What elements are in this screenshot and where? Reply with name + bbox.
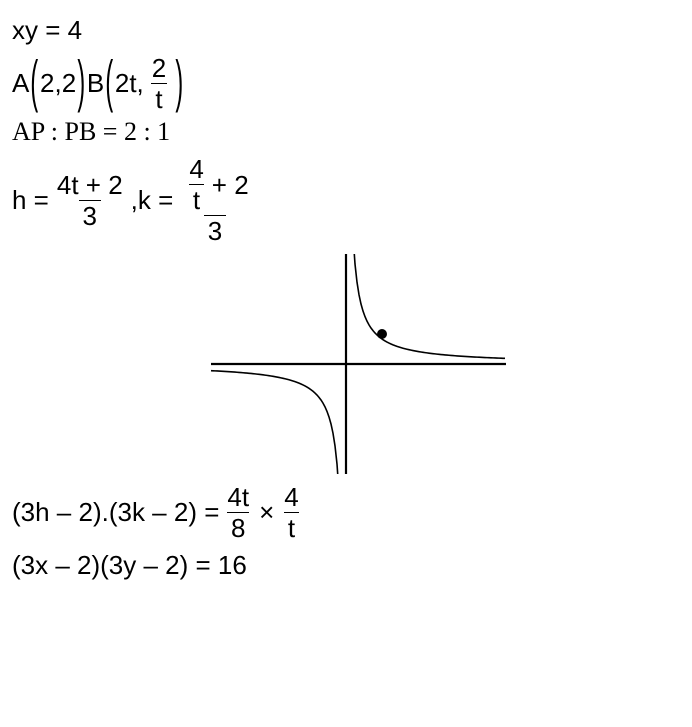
ratio-line: AP : PB = 2 : 1	[12, 118, 680, 147]
eq5-lhs2: (3k – 2) =	[109, 498, 220, 527]
eq5-times: ×	[259, 498, 274, 527]
k-equals: k =	[138, 186, 173, 215]
k-inner-num: 4	[185, 156, 207, 184]
ratio-text: AP : PB = 2 : 1	[12, 118, 170, 147]
eq6-line: (3x – 2)(3y – 2) = 16	[12, 551, 680, 580]
equation-xy: xy = 4	[12, 16, 680, 45]
points-line: A ( 2,2 ) B ( 2t, 2 t )	[12, 55, 680, 112]
eq5-frac2: 4 t	[280, 484, 302, 541]
k-inner-fraction: 4 t	[185, 156, 207, 213]
hyperbola-chart	[208, 254, 508, 474]
eq5-frac1: 4t 8	[223, 484, 253, 541]
B-fraction: 2 t	[148, 55, 170, 112]
eq5-r2-num: 4	[280, 484, 302, 512]
eq5-line: (3h – 2) . (3k – 2) = 4t 8 × 4 t	[12, 484, 680, 541]
h-num: 4t + 2	[53, 172, 127, 200]
h-den: 3	[79, 200, 101, 229]
B-frac-num: 2	[148, 55, 170, 83]
A-label: A	[12, 69, 29, 98]
A-values: 2,2	[40, 69, 76, 98]
B-label: B	[87, 69, 104, 98]
hk-comma: ,	[131, 186, 138, 215]
k-outer-fraction: 4 t + 2 3	[177, 156, 252, 244]
B-open-paren: (	[106, 50, 114, 113]
hyperbola-chart-container	[12, 254, 692, 474]
B-close-paren: )	[176, 50, 184, 113]
B-frac-den: t	[151, 83, 166, 112]
k-inner-den: t	[189, 184, 204, 213]
eq5-r1-num: 4t	[223, 484, 253, 512]
h-fraction: 4t + 2 3	[53, 172, 127, 229]
k-plus-two: + 2	[212, 172, 249, 198]
eq5-dot: .	[102, 498, 109, 527]
h-equals: h =	[12, 186, 49, 215]
eq1-text: xy = 4	[12, 16, 82, 45]
A-open-paren: (	[31, 50, 39, 113]
B-arg1: 2t,	[115, 69, 144, 98]
eq5-r1-den: 8	[227, 512, 249, 541]
eq6-text: (3x – 2)(3y – 2) = 16	[12, 551, 247, 580]
hk-line: h = 4t + 2 3 , k = 4 t + 2 3	[12, 156, 680, 244]
eq5-lhs1: (3h – 2)	[12, 498, 102, 527]
A-close-paren: )	[78, 50, 86, 113]
eq5-r2-den: t	[284, 512, 299, 541]
k-outer-num: 4 t + 2	[177, 156, 252, 215]
k-outer-den: 3	[204, 215, 226, 244]
